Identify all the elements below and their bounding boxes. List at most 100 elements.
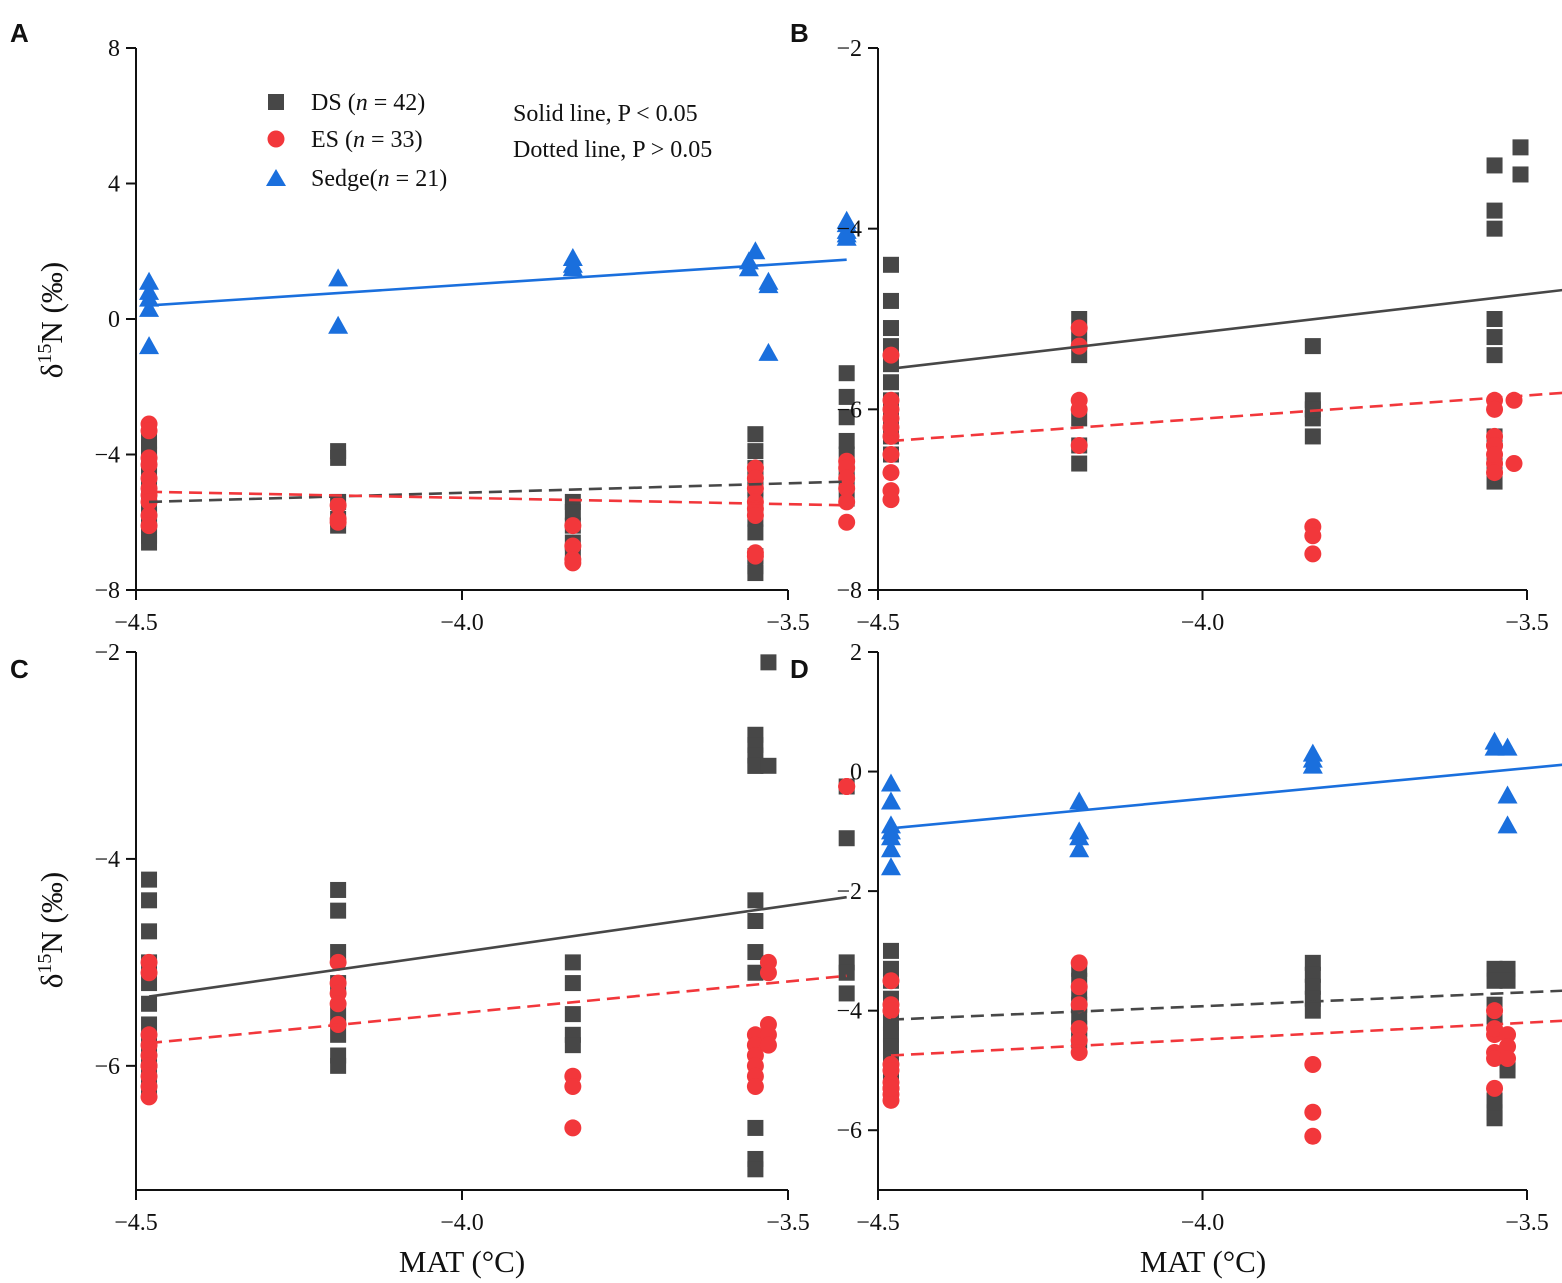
legend-es-marker: [267, 130, 285, 148]
point-es-b: [1070, 400, 1088, 418]
point-ds-a: [141, 534, 158, 551]
point-es-d: [882, 1091, 900, 1109]
point-ds-c: [747, 944, 764, 961]
point-es-b: [1304, 527, 1322, 545]
point-es-b: [1486, 446, 1504, 463]
point-sedge-a: [139, 336, 160, 355]
point-es-c: [838, 778, 856, 795]
point-ds-d: [1499, 972, 1516, 989]
point-es-b: [1505, 391, 1523, 409]
point-ds-c: [838, 830, 855, 847]
point-sedge-a: [836, 227, 857, 246]
x-tick-label-a: −4.5: [114, 610, 158, 636]
point-es-d: [882, 1061, 900, 1079]
point-ds-a: [747, 565, 764, 582]
legend-ds-label: DS (n = 42): [311, 90, 425, 116]
panel-b: −8 −6 −4 −2 −4.5 −4.0 −3.5: [836, 36, 1562, 636]
point-ds-b: [1071, 455, 1088, 472]
y-tick-label-b: −2: [836, 36, 862, 62]
point-sedge-d: [1497, 785, 1518, 804]
point-es-b: [882, 418, 900, 436]
point-sedge-d: [1484, 737, 1505, 756]
point-ds-b: [1486, 202, 1503, 219]
y-tick-label-d: 2: [850, 640, 862, 666]
point-ds-b: [882, 320, 899, 337]
point-ds-b: [882, 374, 899, 391]
legend-sedge-label: Sedge(n = 21): [311, 166, 447, 192]
point-ds-c: [747, 757, 764, 774]
point-ds-c: [141, 995, 158, 1012]
point-es-a: [564, 517, 582, 535]
point-es-d: [1486, 1049, 1504, 1067]
fit-line-es-a: [149, 490, 847, 507]
fit-line-es-c: [148, 974, 847, 1045]
panel-letter-d: D: [790, 654, 809, 684]
y-tick-label-c: −4: [94, 847, 120, 873]
point-es-a: [838, 493, 856, 511]
x-tick-label-a: −4.0: [440, 610, 484, 636]
panel-a: −8 −4 0 4 8 −4.5 −4.0 −3.5: [94, 36, 857, 636]
point-ds-c: [141, 892, 158, 909]
legend-es-label: ES (n = 33): [311, 127, 423, 153]
point-es-a: [838, 479, 856, 497]
point-sedge-a: [758, 275, 779, 294]
point-es-d: [1070, 1020, 1088, 1038]
point-sedge-a: [758, 342, 779, 361]
point-ds-c: [760, 654, 777, 671]
fit-line-ds-d: [890, 989, 1562, 1021]
point-es-c: [329, 995, 347, 1013]
point-es-d: [882, 1002, 900, 1020]
point-ds-c: [330, 902, 347, 919]
y-tick-label-d: −6: [836, 1118, 862, 1144]
y-tick-label-d: −4: [836, 999, 862, 1025]
y-tick-label-d: −2: [836, 879, 862, 905]
y-tick-label-d: 0: [850, 760, 862, 786]
point-ds-a: [330, 449, 347, 466]
y-tick-label-a: −4: [94, 443, 120, 469]
fit-line-sedge-a: [148, 258, 847, 307]
point-es-b: [1505, 455, 1523, 473]
point-es-c: [329, 953, 347, 971]
panel-d: −6 −4 −2 0 2 −4.5 −4.0 −3.5: [836, 640, 1562, 1236]
point-ds-c: [564, 954, 581, 971]
panel-c: −6 −4 −2 −4.5 −4.0 −3.5: [94, 640, 856, 1236]
point-sedge-d: [1497, 815, 1518, 834]
point-es-b: [882, 346, 900, 364]
point-ds-b: [1304, 401, 1321, 418]
point-sedge-a: [328, 268, 349, 287]
legend-note-solid: Solid line, P < 0.05: [513, 101, 698, 127]
point-es-c: [759, 964, 777, 982]
point-es-b: [882, 491, 900, 509]
point-ds-d: [1304, 1002, 1321, 1019]
x-tick-label-c: −4.0: [440, 1210, 484, 1236]
point-ds-c: [141, 871, 158, 888]
point-ds-b: [1304, 338, 1321, 355]
point-ds-b: [1486, 157, 1503, 174]
y-tick-label-a: −8: [94, 578, 120, 604]
y-tick-label-a: 0: [108, 307, 120, 333]
y-tick-label-b: −8: [836, 578, 862, 604]
point-es-d: [1304, 1127, 1322, 1145]
x-tick-label-b: −4.5: [856, 610, 900, 636]
point-ds-c: [747, 913, 764, 929]
point-ds-b: [1486, 311, 1503, 327]
point-ds-c: [747, 1161, 764, 1178]
point-ds-a: [838, 409, 855, 426]
point-ds-d: [1486, 1110, 1503, 1127]
point-es-a: [329, 513, 347, 531]
point-es-b: [1304, 545, 1322, 563]
y-axis-title-top: δ15N (‰): [34, 262, 69, 378]
y-tick-label-a: 8: [108, 36, 120, 62]
point-ds-b: [1486, 220, 1503, 237]
point-es-b: [882, 464, 900, 482]
point-es-a: [140, 456, 158, 474]
point-ds-b: [882, 292, 899, 309]
point-es-c: [140, 964, 158, 982]
x-tick-label-c: −3.5: [766, 1210, 810, 1236]
x-tick-label-d: −4.0: [1181, 1210, 1225, 1236]
point-es-a: [838, 513, 856, 531]
point-sedge-a: [139, 271, 160, 290]
point-es-c: [746, 1078, 764, 1096]
point-ds-d: [1486, 972, 1503, 989]
point-es-a: [329, 496, 347, 514]
